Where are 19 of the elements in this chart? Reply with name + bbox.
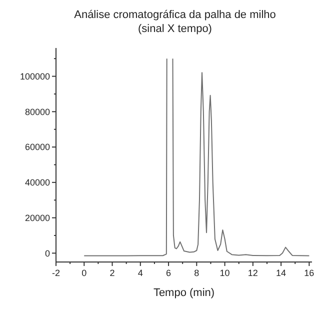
- x-tick-label: 0: [82, 268, 87, 278]
- x-tick-label: -2: [52, 268, 60, 278]
- x-tick-label: 6: [166, 268, 172, 278]
- y-tick-label: 20000: [24, 212, 50, 223]
- x-tick-label: 14: [276, 268, 286, 278]
- x-tick-label: 4: [138, 268, 143, 278]
- x-tick-label: 12: [248, 268, 258, 278]
- chart-subtitle: (sinal X tempo): [138, 23, 212, 35]
- y-tick-label: 60000: [24, 142, 50, 152]
- x-tick-label: 2: [110, 268, 115, 278]
- x-tick-label: 16: [304, 268, 314, 278]
- x-tick-label: 10: [220, 268, 230, 278]
- y-tick-label: 100000: [20, 71, 50, 82]
- chart-title: Análise cromatográfica da palha de milho: [74, 9, 276, 21]
- y-tick-label: 80000: [24, 106, 50, 117]
- y-tick-label: 0: [44, 248, 50, 258]
- x-tick-label: 8: [194, 268, 200, 278]
- y-tick-label: 40000: [24, 178, 50, 188]
- x-axis-title: Tempo (min): [153, 287, 215, 299]
